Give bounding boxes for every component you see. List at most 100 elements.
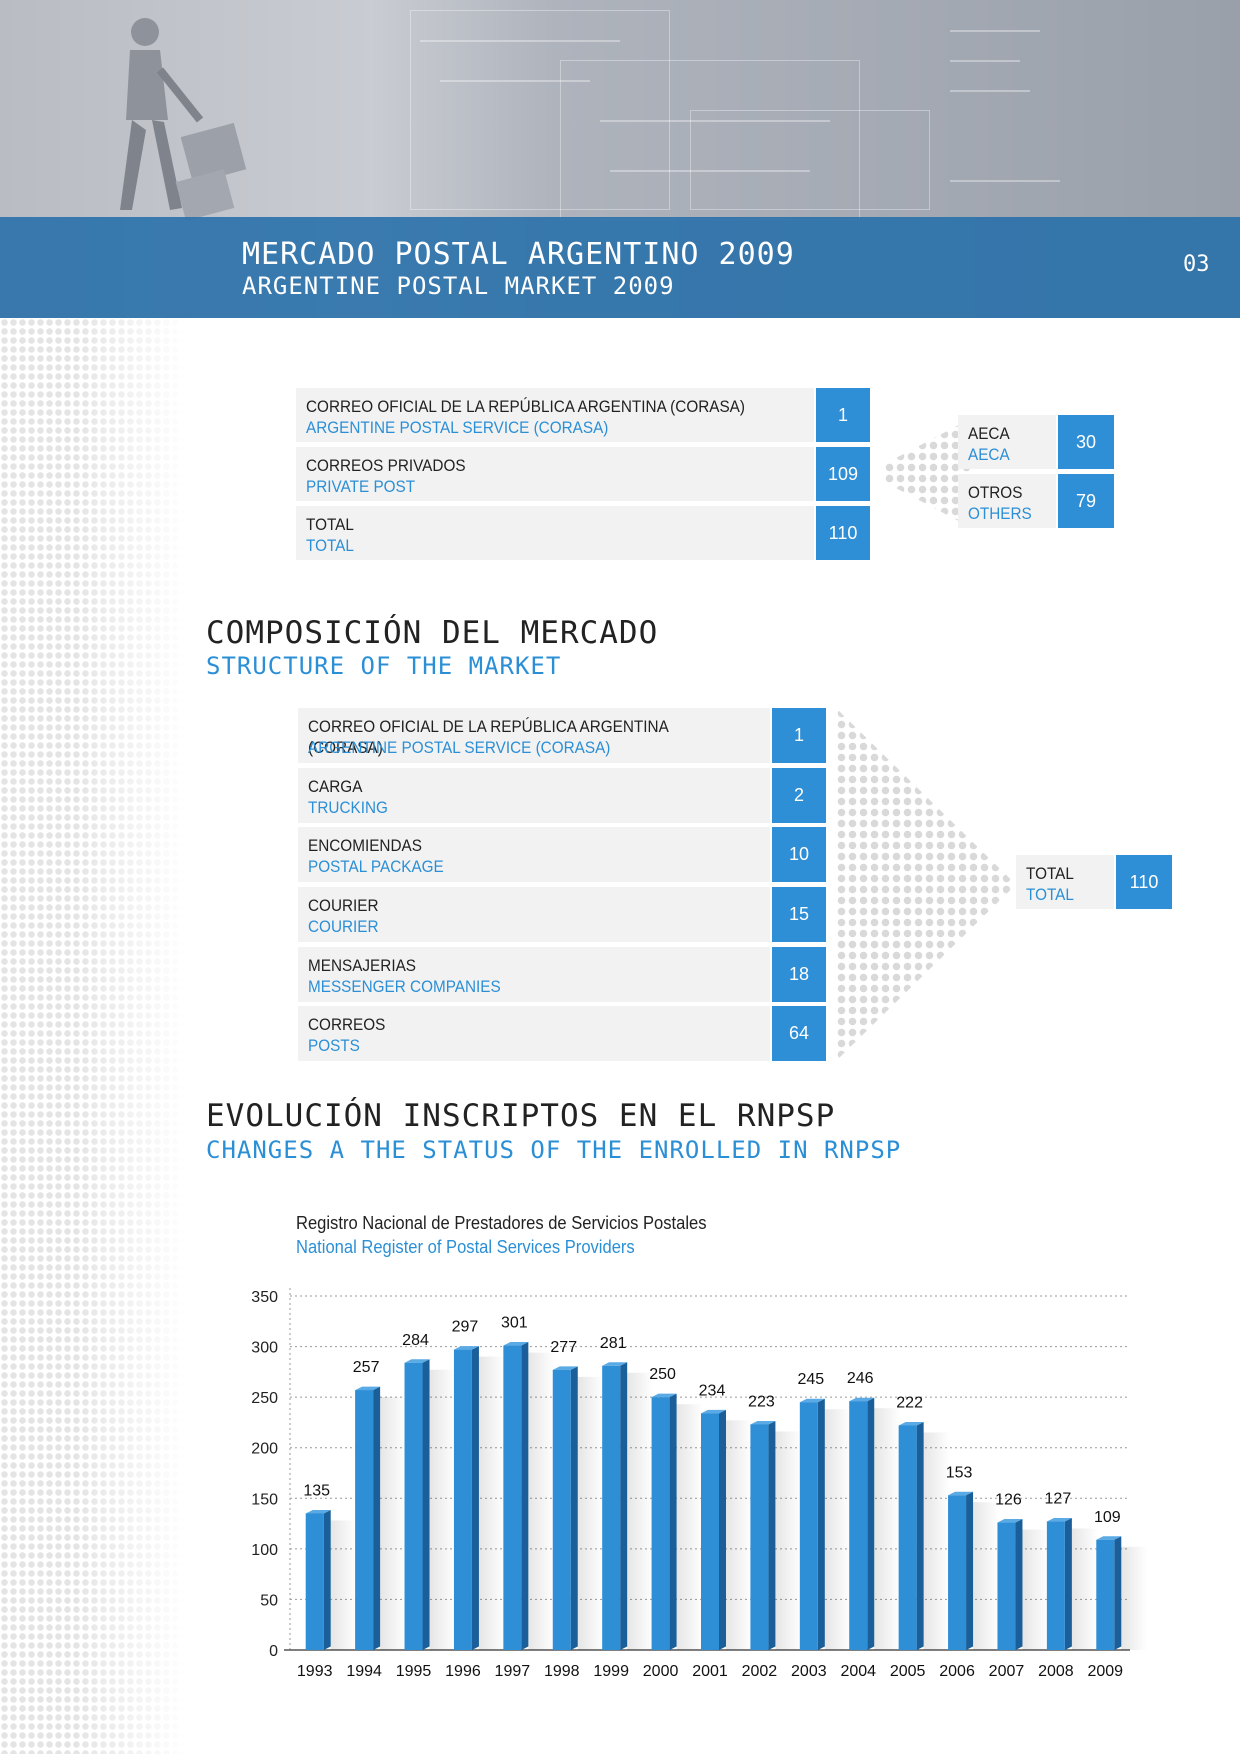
y-tick-label: 350 <box>251 1289 278 1306</box>
x-tick-label: 2003 <box>791 1663 827 1680</box>
bar-top <box>552 1366 578 1370</box>
bar-value-label: 257 <box>353 1359 380 1376</box>
bar-side <box>817 1398 825 1650</box>
y-tick-label: 0 <box>269 1643 278 1660</box>
bar <box>898 1425 917 1650</box>
bar-shadow <box>874 1408 901 1650</box>
bar-side <box>916 1421 924 1650</box>
bar-top <box>948 1491 974 1496</box>
bar-shadow <box>627 1372 654 1650</box>
bar-value-label: 297 <box>452 1319 479 1336</box>
bar-top <box>602 1362 628 1366</box>
bar <box>404 1362 423 1650</box>
bar-top <box>750 1420 776 1425</box>
bar-shadow <box>824 1409 851 1650</box>
bar-chart: 0 50 100 150 200 250 300 350 135 1993 257 1994 284 19… <box>251 1288 1148 1680</box>
composition-row-label-es: ENCOMIENDAS <box>308 836 422 855</box>
x-tick-label: 1995 <box>396 1663 432 1680</box>
bar-shadow <box>923 1432 950 1650</box>
bar-top <box>997 1519 1023 1523</box>
bar-value-label: 135 <box>303 1482 330 1499</box>
x-tick-label: 2002 <box>742 1663 778 1680</box>
chart-subtitle: National Register of Postal Services Pro… <box>296 1237 635 1257</box>
bar-value-label: 153 <box>946 1464 973 1481</box>
composition-row-label-en: MESSENGER COMPANIES <box>308 977 501 996</box>
bar <box>849 1401 868 1650</box>
x-tick-label: 1996 <box>445 1663 481 1680</box>
x-tick-label: 1993 <box>297 1663 333 1680</box>
breakdown-row: AECA AECA <box>958 415 1056 469</box>
bar-side <box>1015 1519 1023 1650</box>
bar-value-label: 234 <box>699 1382 726 1399</box>
bar-side <box>669 1393 677 1650</box>
bar-side <box>323 1509 331 1650</box>
composition-subtitle: STRUCTURE OF THE MARKET <box>206 652 562 680</box>
header-title-band <box>0 217 1240 318</box>
bar-side <box>1064 1518 1072 1650</box>
bar-top <box>1046 1518 1072 1522</box>
bar <box>602 1365 621 1650</box>
composition-row-value: 10 <box>772 827 826 882</box>
bar <box>799 1402 818 1650</box>
bar-top <box>898 1421 924 1426</box>
breakdown-row-value: 79 <box>1058 474 1114 528</box>
bar-top <box>651 1393 677 1398</box>
decorative-line <box>950 30 1040 32</box>
bar-value-label: 284 <box>402 1332 429 1349</box>
x-tick-label: 1997 <box>495 1663 531 1680</box>
bar-shadow <box>973 1502 1000 1650</box>
bar-shadow <box>1022 1529 1049 1650</box>
bar-side <box>966 1491 974 1650</box>
bar-top <box>503 1342 529 1346</box>
x-tick-label: 2004 <box>840 1663 876 1680</box>
bar-side <box>471 1346 479 1650</box>
composition-row-label-en: COURIER <box>308 917 379 936</box>
decorative-line <box>950 90 1030 92</box>
page-title: MERCADO POSTAL ARGENTINO 2009 <box>242 237 795 272</box>
bar-side <box>867 1397 875 1650</box>
y-tick-label: 100 <box>251 1542 278 1559</box>
summary-row-value: 109 <box>816 447 870 501</box>
worker-illustration <box>120 18 247 221</box>
breakdown-row-value: 30 <box>1058 415 1114 469</box>
page-number: 03 <box>1183 252 1210 277</box>
bar-value-label: 109 <box>1094 1509 1121 1526</box>
bar-top <box>404 1359 430 1363</box>
breakdown-row-label-es: AECA <box>968 424 1010 443</box>
decorative-line <box>950 180 1060 182</box>
summary-row-label-en: ARGENTINE POSTAL SERVICE (CORASA) <box>306 418 609 437</box>
y-tick-label: 300 <box>251 1340 278 1357</box>
x-tick-label: 2006 <box>939 1663 975 1680</box>
bar <box>948 1495 967 1650</box>
bar-shadow <box>528 1352 555 1650</box>
bar <box>750 1424 769 1650</box>
summary-row-label-es: CORREOS PRIVADOS <box>306 456 466 475</box>
bar-shadow <box>775 1431 802 1650</box>
summary-row: CORREOS PRIVADOS PRIVATE POST <box>296 447 814 501</box>
decorative-dot-column <box>0 318 186 1754</box>
summary-row: TOTAL TOTAL <box>296 506 814 560</box>
composition-row-value: 2 <box>772 768 826 823</box>
bar-top <box>701 1409 726 1414</box>
bar <box>453 1349 472 1650</box>
decorative-arrow-grid <box>836 708 1016 1061</box>
composition-total-row: TOTAL TOTAL <box>1016 855 1114 909</box>
decorative-frame <box>690 110 930 210</box>
bar <box>997 1522 1016 1650</box>
composition-row: CORREO OFICIAL DE LA REPÚBLICA ARGENTINA… <box>298 708 770 763</box>
composition-row-label-en: POSTAL PACKAGE <box>308 857 444 876</box>
decorative-line <box>440 80 590 82</box>
x-tick-label: 2007 <box>989 1663 1025 1680</box>
composition-row-label-es: CORREOS <box>308 1015 386 1034</box>
composition-row: MENSAJERIAS MESSENGER COMPANIES <box>298 947 770 1002</box>
summary-row-value: 110 <box>816 506 870 560</box>
bar-side <box>719 1409 726 1650</box>
x-tick-label: 1998 <box>544 1663 580 1680</box>
bar-side <box>768 1420 776 1650</box>
bar-shadow <box>577 1376 604 1650</box>
bar-value-label: 245 <box>797 1371 824 1388</box>
bar-shadow <box>1121 1546 1148 1650</box>
bar-value-label: 223 <box>748 1393 775 1410</box>
bar-side <box>570 1366 578 1650</box>
bar-value-label: 250 <box>649 1366 676 1383</box>
